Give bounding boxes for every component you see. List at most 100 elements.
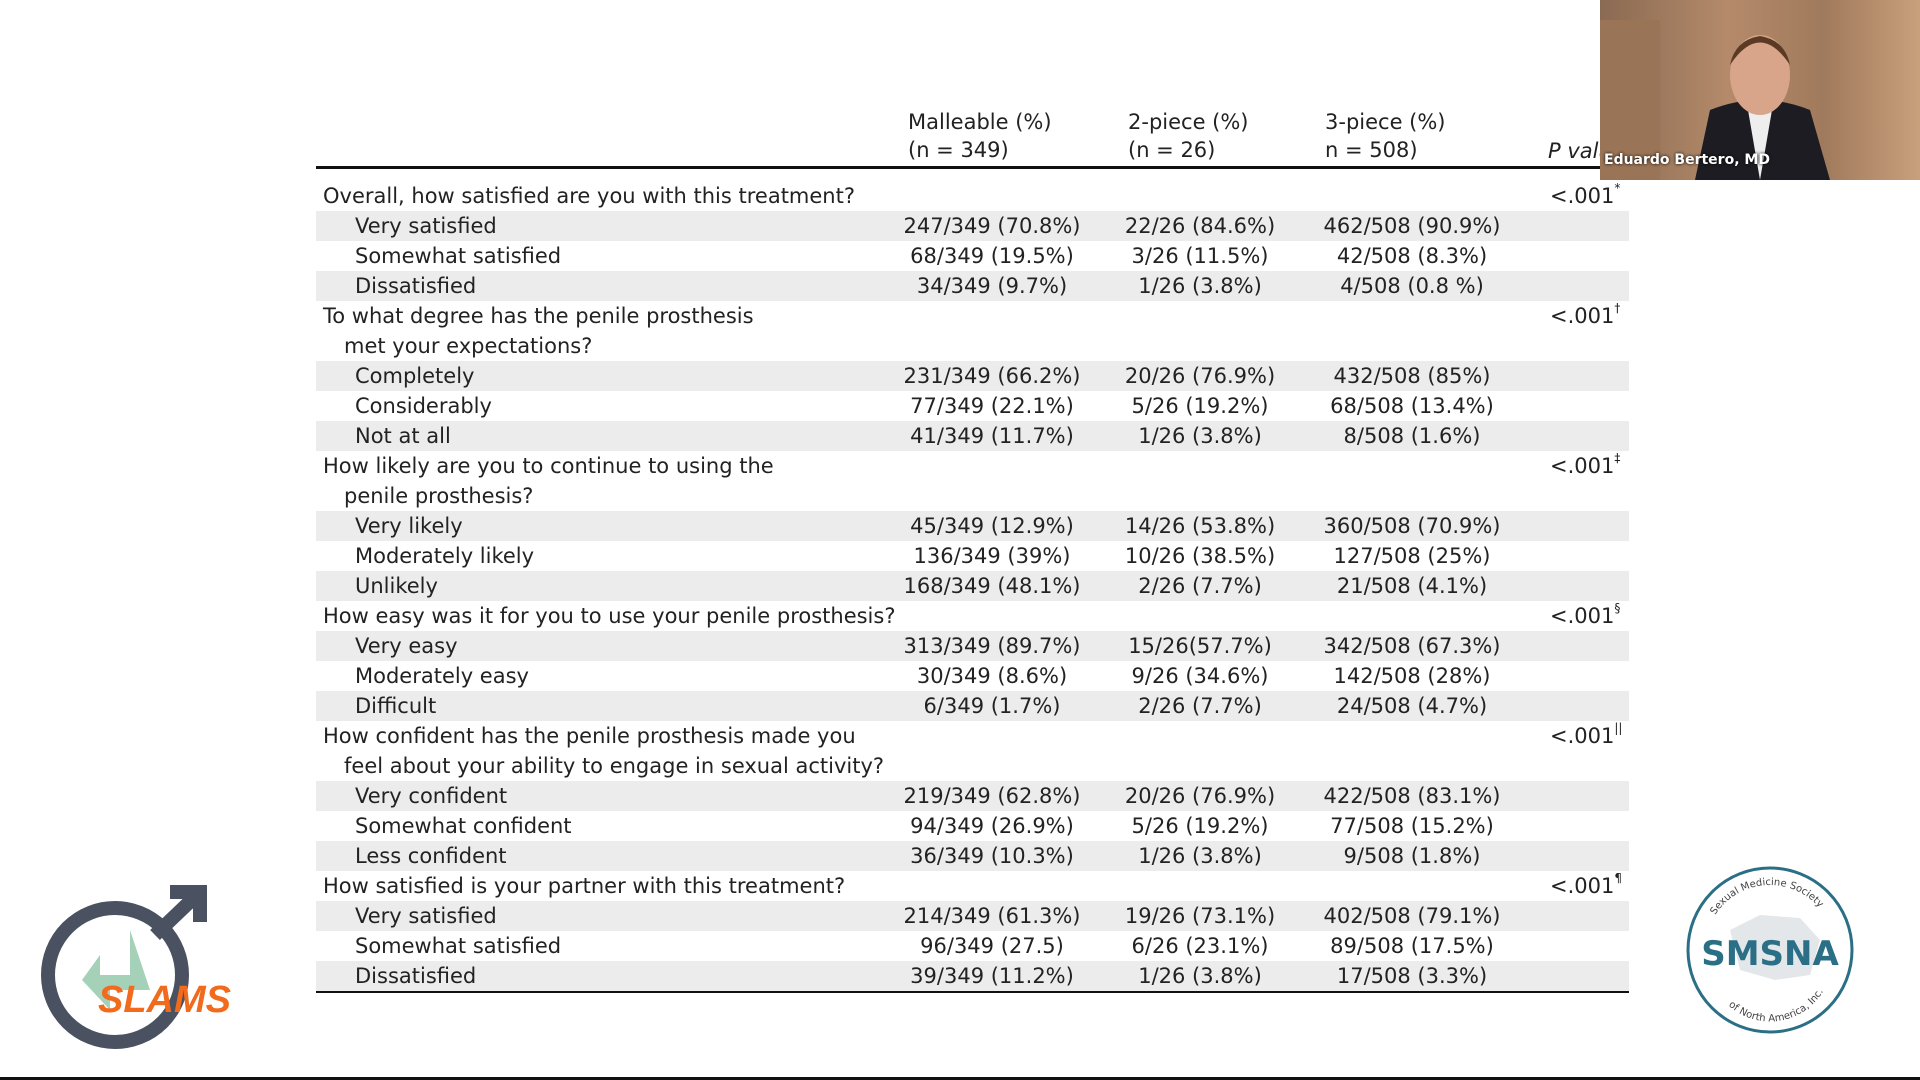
cell-value: 231/349 (66.2%)	[903, 364, 1081, 388]
row-stripe	[316, 271, 1629, 301]
question: penile prosthesis?	[344, 484, 534, 508]
row-label: Difficult	[355, 694, 437, 718]
cell-value: 2/26 (7.7%)	[1138, 694, 1262, 718]
cell-value: 36/349 (10.3%)	[910, 844, 1074, 868]
cell-value: 462/508 (90.9%)	[1323, 214, 1501, 238]
cell-value: 247/349 (70.8%)	[903, 214, 1081, 238]
footnote-mark: ‡	[1614, 451, 1621, 465]
footnote-mark: †	[1614, 301, 1621, 315]
row-label: Very satisfied	[355, 214, 497, 238]
cell-value: 1/26 (3.8%)	[1138, 424, 1262, 448]
logo-map	[1730, 915, 1820, 980]
logo-top-text: Sexual Medicine Society	[1709, 877, 1826, 917]
cell-value: 45/349 (12.9%)	[910, 514, 1074, 538]
row-label: Somewhat satisfied	[355, 934, 562, 958]
p-value: <.001*	[1550, 181, 1621, 208]
cell-value: 5/26 (19.2%)	[1131, 814, 1269, 838]
p-value: <.001‡	[1550, 451, 1621, 478]
cell-value: 5/26 (19.2%)	[1131, 394, 1269, 418]
footnote-mark: §	[1614, 601, 1621, 615]
cell-value: 342/508 (67.3%)	[1323, 634, 1501, 658]
cell-value: 19/26 (73.1%)	[1124, 904, 1276, 928]
smsna-logo: SMSNA Sexual Medicine Society of North A…	[1686, 866, 1854, 1034]
cell-value: 2/26 (7.7%)	[1138, 574, 1262, 598]
cell-value: 68/508 (13.4%)	[1330, 394, 1494, 418]
row-stripe	[316, 841, 1629, 871]
cell-value: 142/508 (28%)	[1333, 664, 1491, 688]
column-header: 2-piece (%)	[1128, 110, 1249, 134]
footnote-mark: *	[1614, 181, 1621, 195]
cell-value: 214/349 (61.3%)	[903, 904, 1081, 928]
cell-value: 34/349 (9.7%)	[916, 274, 1068, 298]
row-stripe	[316, 781, 1629, 811]
cell-value: 127/508 (25%)	[1333, 544, 1491, 568]
row-label: Very satisfied	[355, 904, 497, 928]
row-label: Less confident	[355, 844, 507, 868]
header-rule	[316, 166, 1629, 169]
logo-ring	[1686, 866, 1854, 1034]
column-header: Malleable (%)	[908, 110, 1052, 134]
row-label: Not at all	[355, 424, 451, 448]
logo-accent	[82, 930, 150, 1010]
cell-value: 24/508 (4.7%)	[1336, 694, 1488, 718]
logo-bottom-path: of North America, Inc.	[1726, 987, 1825, 1025]
cell-value: 9/26 (34.6%)	[1131, 664, 1269, 688]
cell-value: 9/508 (1.8%)	[1343, 844, 1481, 868]
cell-value: 8/508 (1.6%)	[1343, 424, 1481, 448]
cell-value: 313/349 (89.7%)	[903, 634, 1081, 658]
row-label: Somewhat satisfied	[355, 244, 562, 268]
cell-value: 4/508 (0.8 %)	[1340, 274, 1484, 298]
cell-value: 10/26 (38.5%)	[1124, 544, 1276, 568]
slams-logo: SLAMS	[41, 885, 231, 1049]
participant-name: Eduardo Bertero, MD	[1604, 152, 1770, 168]
cell-value: 402/508 (79.1%)	[1323, 904, 1501, 928]
cell-value: 1/26 (3.8%)	[1138, 844, 1262, 868]
webcam: Eduardo Bertero, MD	[1600, 0, 1920, 180]
cell-value: 360/508 (70.9%)	[1323, 514, 1501, 538]
row-label: Somewhat confident	[355, 814, 572, 838]
question: How satisfied is your partner with this …	[323, 874, 846, 898]
bottom-bar	[0, 1077, 1920, 1080]
column-header: (n = 349)	[908, 138, 1009, 162]
question: How likely are you to continue to using …	[323, 454, 774, 478]
cell-value: 6/26 (23.1%)	[1131, 934, 1269, 958]
row-stripe	[316, 211, 1629, 241]
row-label: Moderately likely	[355, 544, 535, 568]
webcam-figure	[1600, 20, 1830, 180]
hair	[1730, 36, 1790, 65]
cell-value: 39/349 (11.2%)	[910, 964, 1074, 988]
row-stripe	[316, 571, 1629, 601]
cell-value: 42/508 (8.3%)	[1336, 244, 1488, 268]
row-label: Considerably	[355, 394, 492, 418]
question: How easy was it for you to use your peni…	[323, 604, 896, 628]
cell-value: 6/349 (1.7%)	[923, 694, 1061, 718]
cell-value: 136/349 (39%)	[913, 544, 1071, 568]
cell-value: 14/26 (53.8%)	[1124, 514, 1276, 538]
wall	[1600, 20, 1660, 180]
cell-value: 68/349 (19.5%)	[910, 244, 1074, 268]
question: To what degree has the penile prosthesis	[323, 304, 754, 328]
logo-bottom-text: of North America, Inc.	[1726, 987, 1825, 1025]
cell-value: 77/508 (15.2%)	[1330, 814, 1494, 838]
cell-value: 30/349 (8.6%)	[916, 664, 1068, 688]
cell-value: 168/349 (48.1%)	[903, 574, 1081, 598]
question: Overall, how satisfied are you with this…	[323, 184, 855, 208]
logo-text: SMSNA	[1701, 934, 1839, 974]
question: How confident has the penile prosthesis …	[323, 724, 856, 748]
cell-value: 3/26 (11.5%)	[1131, 244, 1269, 268]
row-label: Very likely	[355, 514, 463, 538]
cell-value: 219/349 (62.8%)	[903, 784, 1081, 808]
logo-top-path: Sexual Medicine Society	[1709, 877, 1826, 917]
question: met your expectations?	[344, 334, 593, 358]
cell-value: 432/508 (85%)	[1333, 364, 1491, 388]
cell-value: 1/26 (3.8%)	[1138, 964, 1262, 988]
row-label: Dissatisfied	[355, 964, 477, 988]
row-stripe	[316, 361, 1629, 391]
p-value: <.001†	[1550, 301, 1621, 328]
cell-value: 22/26 (84.6%)	[1124, 214, 1276, 238]
head	[1730, 35, 1790, 115]
cell-value: 20/26 (76.9%)	[1124, 364, 1276, 388]
cell-value: 20/26 (76.9%)	[1124, 784, 1276, 808]
